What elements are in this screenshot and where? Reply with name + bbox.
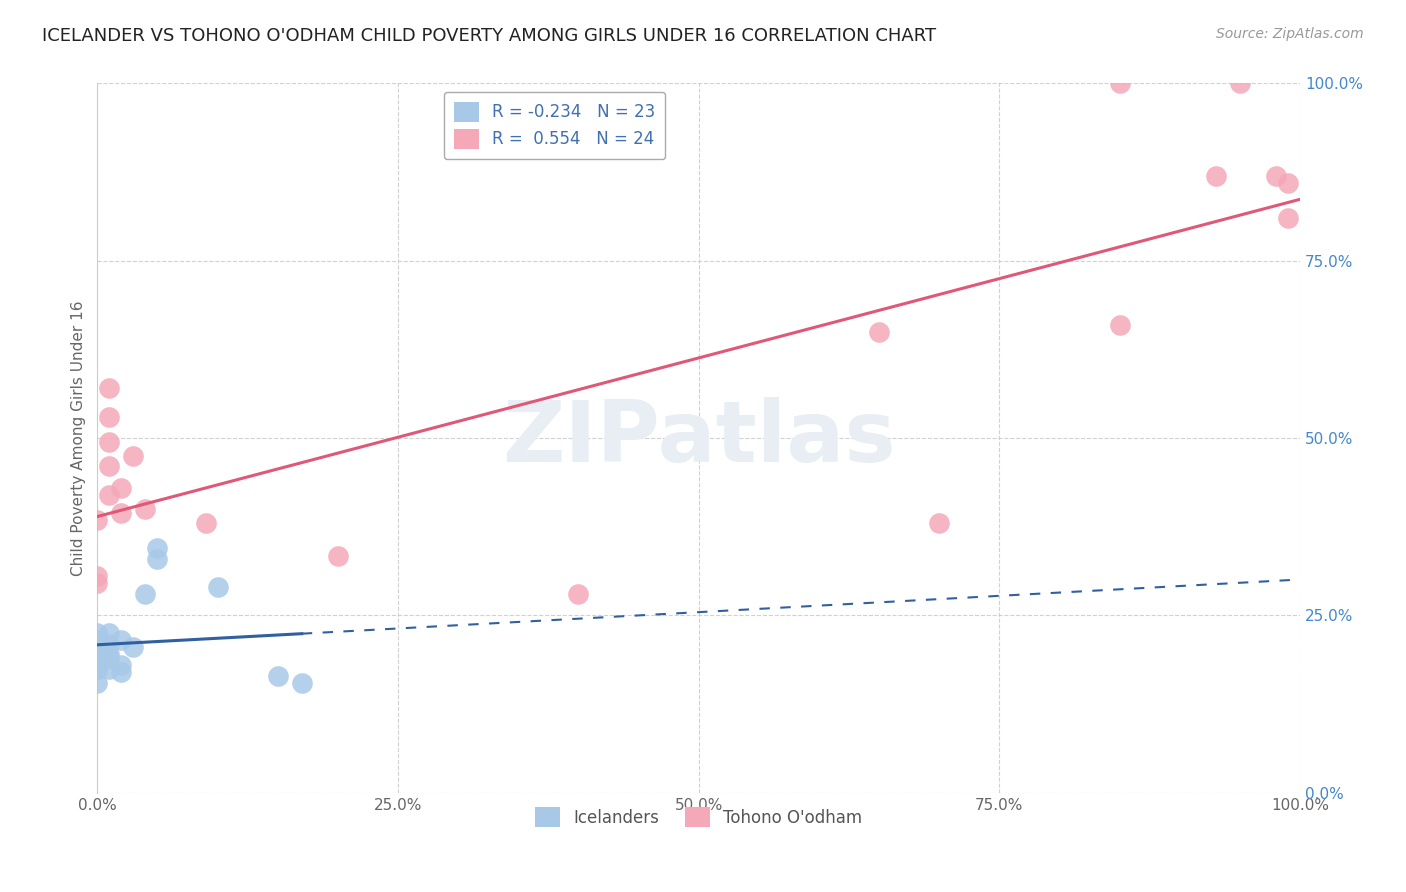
Point	[110, 481, 132, 495]
Point	[207, 580, 229, 594]
Legend: Icelanders, Tohono O'odham: Icelanders, Tohono O'odham	[529, 800, 869, 834]
Point	[267, 668, 290, 682]
Point	[110, 658, 132, 673]
Point	[1108, 318, 1130, 332]
Point	[122, 640, 145, 655]
Point	[86, 675, 108, 690]
Point	[326, 549, 349, 564]
Point	[86, 661, 108, 675]
Point	[86, 655, 108, 669]
Point	[86, 626, 108, 640]
Text: ZIPatlas: ZIPatlas	[502, 397, 896, 480]
Point	[110, 506, 132, 520]
Point	[1265, 169, 1288, 183]
Point	[291, 675, 314, 690]
Point	[1277, 211, 1299, 226]
Point	[98, 626, 121, 640]
Y-axis label: Child Poverty Among Girls Under 16: Child Poverty Among Girls Under 16	[72, 301, 86, 576]
Point	[86, 640, 108, 655]
Point	[1229, 77, 1251, 91]
Point	[98, 459, 121, 474]
Point	[110, 665, 132, 679]
Point	[1277, 176, 1299, 190]
Point	[86, 513, 108, 527]
Point	[1205, 169, 1227, 183]
Point	[868, 325, 890, 339]
Text: Source: ZipAtlas.com: Source: ZipAtlas.com	[1216, 27, 1364, 41]
Point	[86, 576, 108, 591]
Point	[567, 587, 589, 601]
Text: ICELANDER VS TOHONO O'ODHAM CHILD POVERTY AMONG GIRLS UNDER 16 CORRELATION CHART: ICELANDER VS TOHONO O'ODHAM CHILD POVERT…	[42, 27, 936, 45]
Point	[86, 661, 108, 675]
Point	[86, 569, 108, 583]
Point	[86, 633, 108, 648]
Point	[134, 587, 156, 601]
Point	[98, 381, 121, 395]
Point	[146, 541, 169, 555]
Point	[98, 488, 121, 502]
Point	[194, 516, 217, 530]
Point	[98, 409, 121, 424]
Point	[86, 648, 108, 662]
Point	[146, 551, 169, 566]
Point	[122, 449, 145, 463]
Point	[98, 637, 121, 651]
Point	[98, 434, 121, 449]
Point	[98, 661, 121, 675]
Point	[928, 516, 950, 530]
Point	[98, 651, 121, 665]
Point	[1108, 77, 1130, 91]
Point	[98, 648, 121, 662]
Point	[134, 502, 156, 516]
Point	[110, 633, 132, 648]
